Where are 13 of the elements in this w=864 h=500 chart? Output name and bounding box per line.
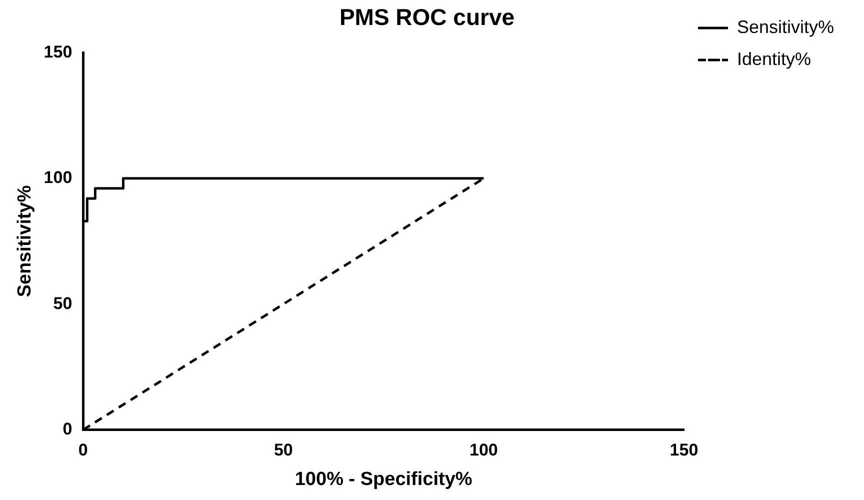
chart-title: PMS ROC curve [339, 4, 515, 30]
y-tick-label: 150 [44, 42, 72, 62]
x-axis-title: 100% - Specificity% [294, 468, 472, 490]
x-tick-label: 0 [78, 440, 88, 460]
y-tick-label: 50 [53, 294, 72, 313]
x-tick-label: 150 [670, 440, 698, 460]
legend-label: Sensitivity% [736, 16, 834, 37]
y-axis-title: Sensitivity% [14, 185, 36, 298]
y-tick-label: 100 [44, 168, 72, 188]
y-tick-label: 0 [62, 419, 72, 438]
legend-label: Identity% [736, 48, 812, 69]
x-tick-label: 100 [470, 440, 498, 460]
x-tick-label: 50 [274, 440, 293, 460]
